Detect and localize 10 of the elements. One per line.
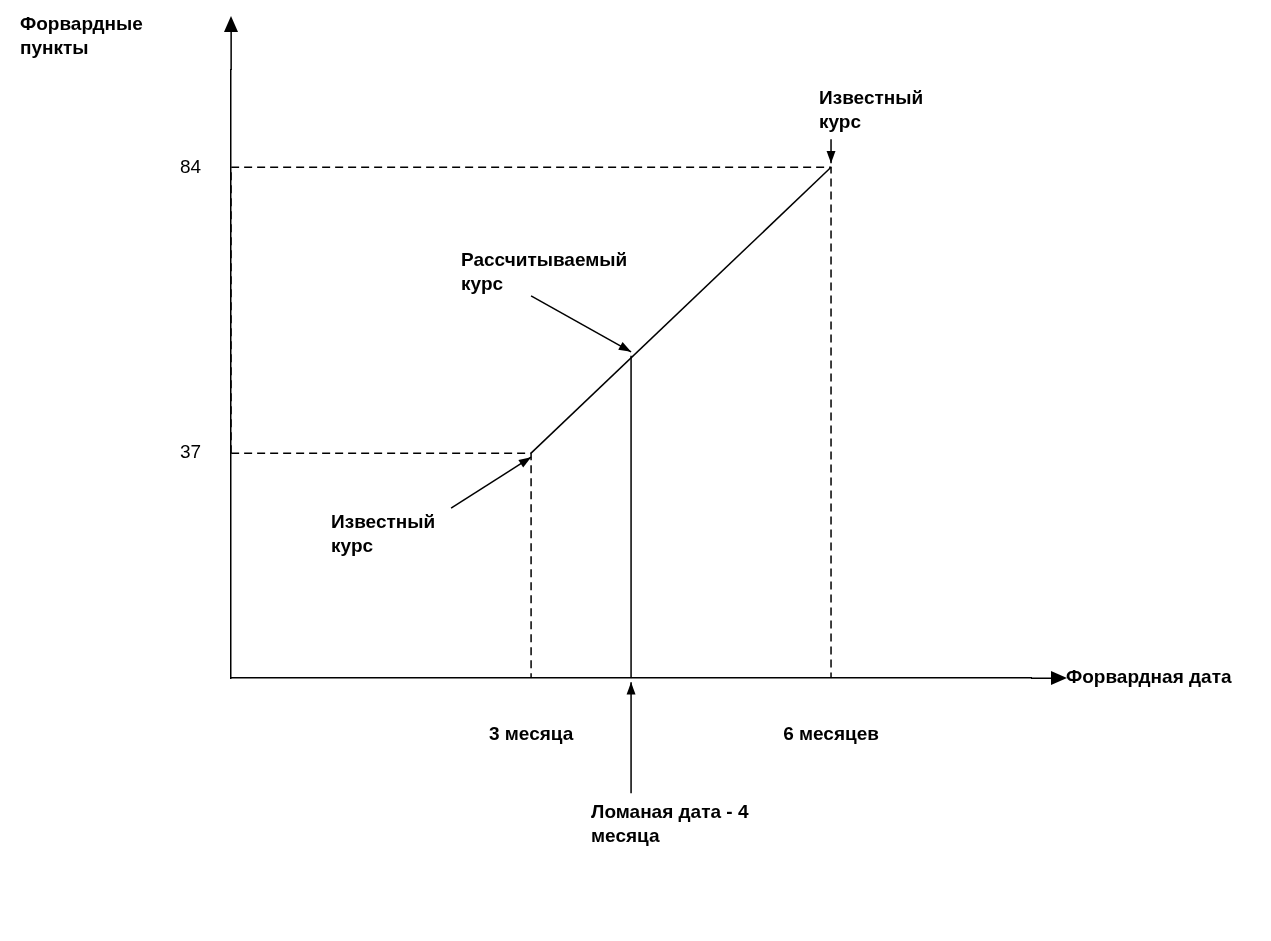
- y-tick-label: 37: [179, 441, 202, 463]
- y-tick-label: 84: [179, 155, 202, 177]
- x-tick-label: 3 месяца: [488, 722, 574, 744]
- annotation: Ломаная дата - 4 месяца: [591, 800, 749, 846]
- x-tick-label: 6 месяцев: [783, 722, 879, 744]
- annotation: Рассчитываемый курс: [461, 248, 628, 294]
- annotation: Известный курс: [819, 87, 924, 133]
- x-axis-title: Форвардная дата: [1066, 666, 1232, 688]
- y-axis-title: Форвардные пункты: [20, 12, 143, 58]
- annotation: Известный курс: [331, 510, 436, 556]
